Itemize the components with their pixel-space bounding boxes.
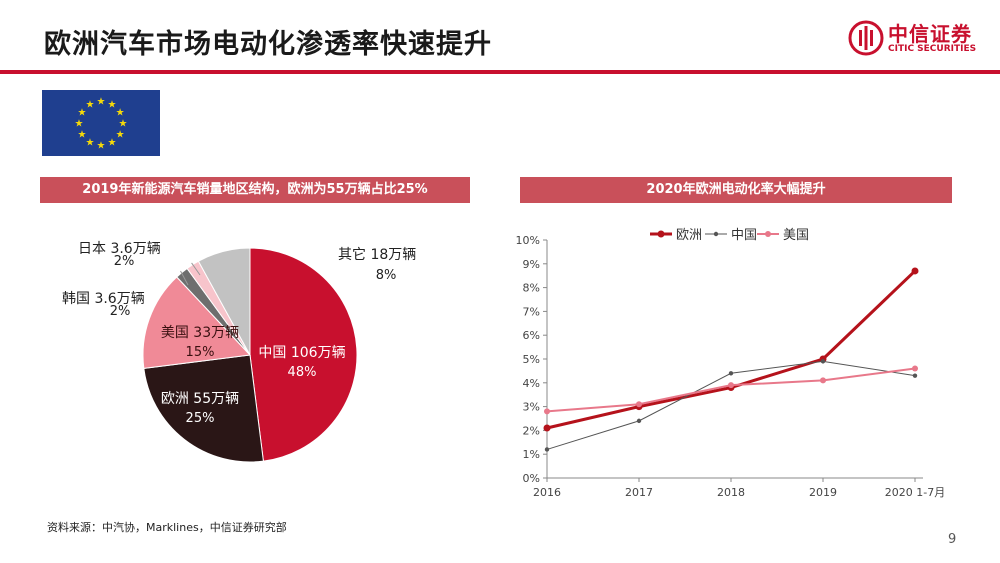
pie-pct-3: 2% [110, 304, 131, 319]
series-1-point [912, 373, 918, 378]
pie-label-4: 日本 3.6万辆 [78, 241, 161, 257]
flag-star-icon: ★ [108, 99, 117, 110]
series-line-0 [546, 269, 917, 430]
x-tick-label: 2016 [533, 486, 561, 499]
pie-label-2: 美国 33万辆 [161, 325, 239, 341]
flag-star-icon: ★ [97, 97, 106, 108]
logo-name-cn: 中信证券 [888, 22, 972, 46]
logo-name-en: CITIC SECURITIES [888, 44, 977, 54]
y-tick-label: 10% [516, 234, 540, 247]
line-chart: 0% 1% 2% 3% 4% 5% 6% 7% 8% 9% 10% 2016 2017 2018 2019 2… [516, 228, 946, 499]
citic-emblem-icon [848, 20, 884, 56]
pie-label-1: 欧洲 55万辆 [161, 391, 239, 407]
legend-label-0: 欧洲 [676, 228, 702, 243]
pie-pct-4: 2% [114, 254, 135, 269]
y-tick-label: 2% [523, 424, 540, 437]
legend-label-1: 中国 [731, 228, 757, 243]
flag-star-icon: ★ [77, 130, 86, 141]
flag-star-icon: ★ [116, 108, 125, 119]
pie-slice-2 [142, 276, 252, 369]
pie-slice-5 [197, 247, 251, 356]
pie-pct-5: 8% [376, 268, 397, 283]
flag-star-icon: ★ [119, 119, 128, 130]
pie-slice-1 [143, 354, 264, 463]
y-tick-label: 1% [523, 448, 540, 461]
x-tick-label: 2019 [809, 486, 837, 499]
series-1-point [636, 418, 642, 424]
pie-label-3: 韩国 3.6万辆 [62, 291, 145, 307]
x-tick-label: 2018 [717, 486, 745, 499]
flag-star-icon: ★ [97, 141, 106, 152]
pie-pct-1: 25% [186, 411, 215, 426]
series-1-point [544, 447, 550, 452]
y-tick-label: 8% [523, 282, 540, 295]
source-note: 资料来源：中汽协，Marklines，中信证券研究部 [47, 521, 287, 534]
legend-label-2: 美国 [783, 228, 809, 243]
page-title: 欧洲汽车市场电动化渗透率快速提升 [44, 29, 492, 60]
page-number: 9 [948, 532, 957, 547]
series-2-point [728, 382, 734, 389]
y-tick-label: 0% [523, 472, 540, 485]
y-tick-label: 9% [523, 258, 540, 271]
legend-marker-0 [657, 230, 665, 238]
pie-label-0: 中国 106万辆 [258, 345, 345, 361]
flag-star-icon: ★ [86, 99, 95, 110]
flag-star-icon: ★ [116, 130, 125, 141]
series-2-point [820, 377, 826, 384]
legend-marker-2 [765, 231, 771, 237]
pie-pct-0: 48% [288, 365, 317, 380]
series-0-point [543, 424, 551, 432]
pie-label-5: 其它 18万辆 [338, 246, 416, 263]
pie-leader-line-3 [180, 270, 189, 286]
y-tick-label: 7% [523, 305, 540, 318]
x-tick-label: 2017 [625, 486, 653, 499]
series-2-point [636, 401, 642, 408]
y-tick-label: 5% [523, 353, 540, 366]
y-tick-label: 6% [523, 329, 540, 342]
series-2-point [544, 408, 550, 415]
flag-star-icon: ★ [77, 108, 86, 119]
series-2-point [912, 365, 918, 372]
pie-slice-0 [249, 247, 358, 462]
line-chart-title: 2020年欧洲电动化率大幅提升 [520, 177, 952, 203]
pie-chart-title: 2019年新能源汽车销量地区结构，欧洲为55万辆占比25% [40, 177, 470, 203]
y-tick-label: 3% [523, 401, 540, 414]
citic-logo: 中信证券 CITIC SECURITIES [848, 18, 978, 62]
x-tick-label: 2020 1-7月 [885, 486, 945, 499]
pie-leader-line-4 [191, 262, 201, 276]
y-tick-label: 4% [523, 377, 540, 390]
flag-star-icon: ★ [75, 119, 84, 130]
series-1-point [728, 371, 734, 376]
eu-flag-icon: ★ ★★★★★★★★★★★ [42, 90, 160, 156]
flag-star-icon: ★ [108, 138, 117, 149]
series-0-point [911, 267, 919, 275]
flag-background [42, 90, 160, 156]
legend-marker-1 [713, 231, 719, 237]
title-divider [0, 70, 1000, 74]
series-1-point [820, 359, 826, 364]
flag-star-icon: ★ [86, 138, 95, 149]
pie-pct-2: 15% [186, 345, 215, 360]
